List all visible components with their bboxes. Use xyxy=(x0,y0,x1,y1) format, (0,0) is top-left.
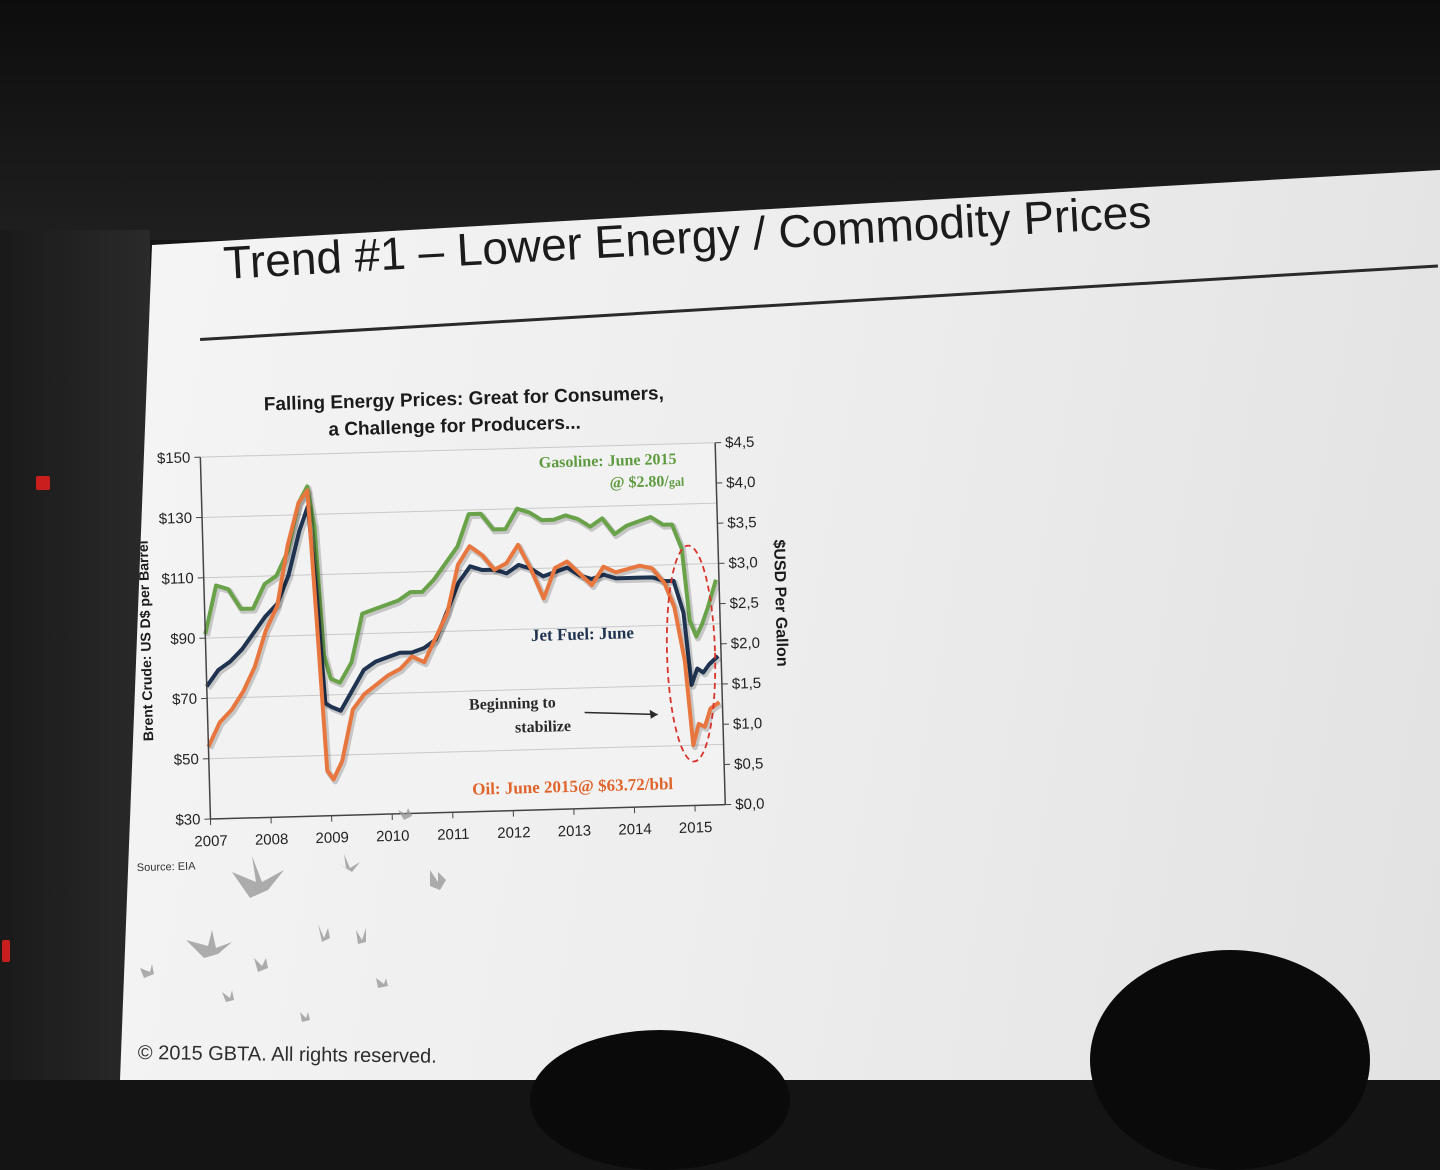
bird-icon xyxy=(336,854,360,872)
chart-title-line1: Falling Energy Prices: Great for Consume… xyxy=(264,383,665,415)
left-tick-label: $130 xyxy=(158,510,192,528)
right-tick-label: $3,5 xyxy=(727,514,757,532)
gasoline-price: @ $2.80/ xyxy=(609,473,669,492)
left-tick-label: $50 xyxy=(174,751,199,769)
chart-group: $150 $130 $110 $90 $70 $50 $30 $4,5 $4,0 $3,5 $3,… xyxy=(124,380,796,874)
left-tick-label: $110 xyxy=(161,570,194,588)
bird-icon xyxy=(356,928,366,944)
chart-title-line2: a Challenge for Producers... xyxy=(328,413,581,441)
x-tick-label: 2012 xyxy=(497,824,531,842)
right-tick-label: $2,0 xyxy=(731,635,761,653)
right-tick-label: $0,5 xyxy=(734,755,764,773)
jet-fuel-annotation: Jet Fuel: June xyxy=(531,623,635,645)
red-indicator-light xyxy=(2,940,10,962)
x-tick-label: 2015 xyxy=(679,819,713,837)
left-tick-label: $30 xyxy=(175,811,200,829)
gasoline-unit: gal xyxy=(669,475,685,489)
left-tick-label: $90 xyxy=(170,630,195,648)
x-tick-label: 2014 xyxy=(618,821,652,839)
right-tick-label: $4,0 xyxy=(726,474,756,492)
stabilize-annotation-line2: stabilize xyxy=(515,718,571,737)
x-tick-label: 2009 xyxy=(315,829,349,847)
right-tick-label: $4,5 xyxy=(725,434,755,452)
right-tick-label: $3,0 xyxy=(728,554,758,572)
bird-icon xyxy=(186,930,232,958)
right-tick-label: $1,0 xyxy=(733,715,763,733)
bird-icon xyxy=(376,978,388,988)
bird-icon xyxy=(430,870,446,890)
copyright: © 2015 GBTA. All rights reserved. xyxy=(138,1042,437,1069)
bird-icon xyxy=(222,990,234,1002)
stabilize-annotation-line1: Beginning to xyxy=(469,694,556,713)
x-tick-label: 2010 xyxy=(376,827,410,845)
audience-head xyxy=(1090,950,1370,1170)
x-tick-label: 2007 xyxy=(194,833,228,851)
bird-icon xyxy=(318,924,330,942)
right-axis-label: $USD Per Gallon xyxy=(770,539,791,667)
gasoline-annotation-line2: @ $2.80/gal xyxy=(609,473,685,492)
audience-head xyxy=(530,1030,790,1170)
left-tick-label: $70 xyxy=(172,691,197,709)
bird-icon xyxy=(140,964,154,978)
source-note: Source: EIA xyxy=(137,860,197,874)
x-tick-label: 2013 xyxy=(558,822,592,840)
bird-icon xyxy=(254,958,268,972)
x-tick-label: 2011 xyxy=(437,826,470,844)
right-tick-label: $2,5 xyxy=(729,595,759,613)
right-tick-label: $1,5 xyxy=(732,675,762,693)
red-indicator-light xyxy=(36,476,50,490)
bird-icon xyxy=(232,856,284,898)
bird-icon xyxy=(300,1012,310,1022)
left-tick-label: $150 xyxy=(157,449,191,467)
right-tick-label: $0,0 xyxy=(735,796,765,814)
x-tick-label: 2008 xyxy=(255,831,289,849)
